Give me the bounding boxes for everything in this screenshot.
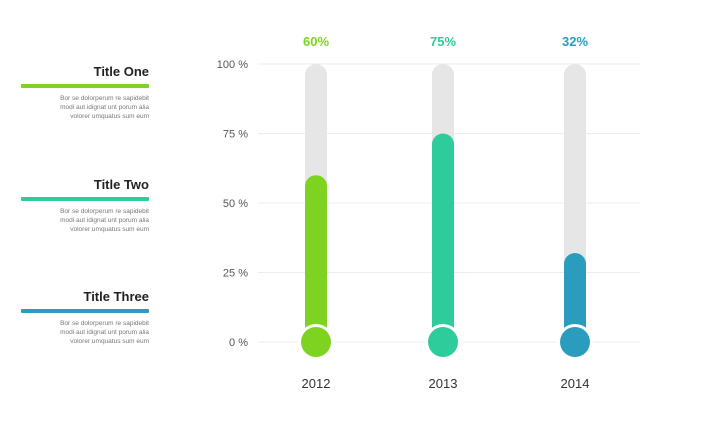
y-tick-label: 25 %	[223, 268, 248, 280]
legend-line-three	[21, 309, 149, 313]
y-tick-label: 50 %	[223, 198, 248, 210]
legend-title-one: Title One	[93, 64, 149, 79]
legend-title-three: Title Three	[83, 289, 149, 304]
x-category-label: 2014	[561, 376, 590, 391]
legend-desc-one: Bor se dolorperum re sapidebit modi aut …	[60, 95, 149, 120]
thermometer-bar	[305, 175, 327, 342]
y-tick-label: 100 %	[217, 59, 248, 71]
legend-desc-three: Bor se dolorperum re sapidebit modi aut …	[60, 320, 149, 345]
thermometer-bulb	[301, 327, 331, 357]
thermometer-bulb	[560, 327, 590, 357]
value-label: 32%	[562, 34, 588, 49]
legend-block-1: Title One Bor se dolorperum re sapidebit…	[9, 64, 149, 121]
value-label: 75%	[430, 34, 456, 49]
y-tick-label: 75 %	[223, 129, 248, 141]
thermometer-bar	[564, 253, 586, 342]
thermometer-bar	[432, 133, 454, 342]
thermometer-bulb	[428, 327, 458, 357]
legend-line-two	[21, 197, 149, 201]
y-tick-label: 0 %	[229, 337, 248, 349]
legend-title-two: Title Two	[93, 177, 149, 192]
x-category-label: 2013	[429, 376, 458, 391]
legend-block-3: Title Three Bor se dolorperum re sapideb…	[9, 289, 149, 346]
x-category-label: 2012	[302, 376, 331, 391]
legend-block-2: Title Two Bor se dolorperum re sapidebit…	[9, 177, 149, 234]
legend-desc-two: Bor se dolorperum re sapidebit modi aut …	[60, 208, 149, 233]
legend-line-one	[21, 84, 149, 88]
value-label: 60%	[303, 34, 329, 49]
